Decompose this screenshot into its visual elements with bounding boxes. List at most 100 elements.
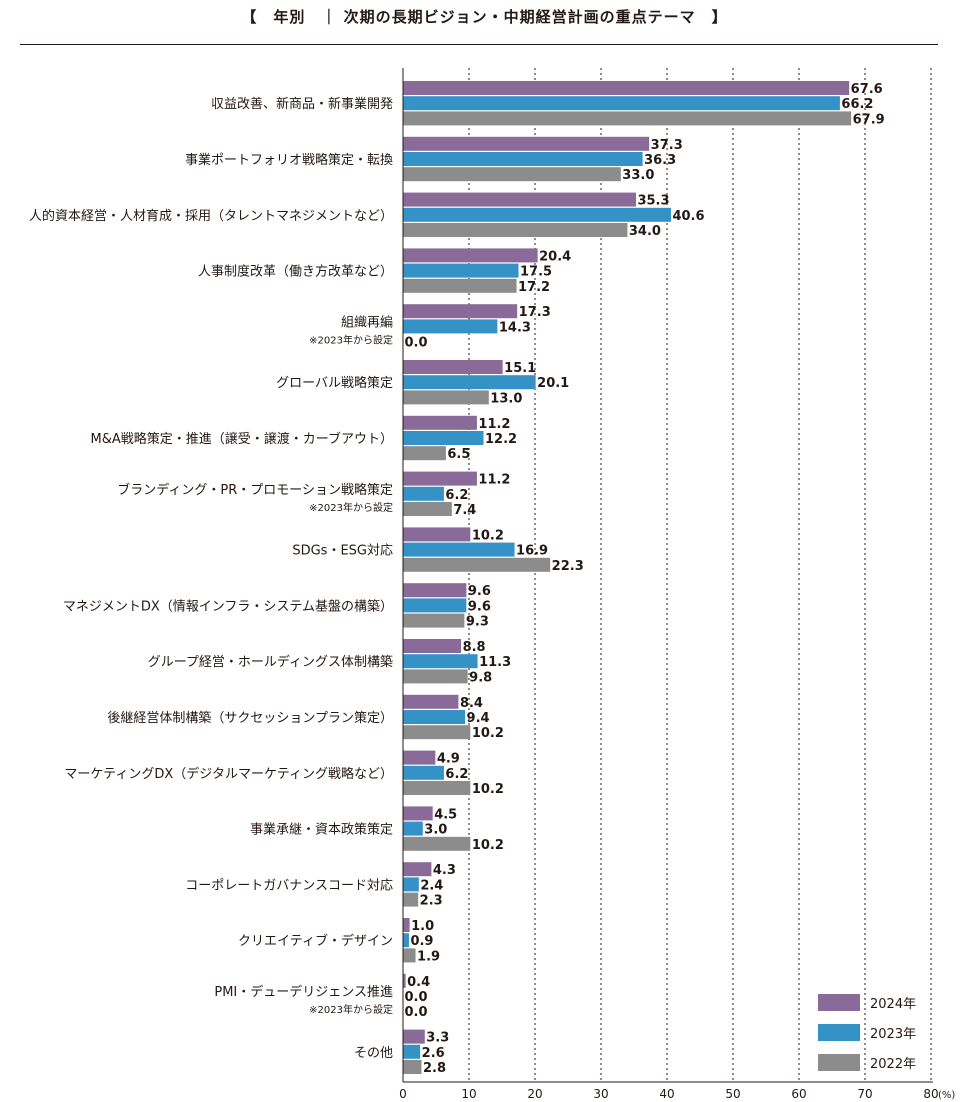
data-label: 8.8: [463, 640, 486, 655]
data-label: 17.5: [520, 265, 552, 280]
data-label: 6.2: [445, 767, 468, 782]
legend-label: 2023年: [870, 1027, 916, 1042]
bar-2024年-8: [403, 527, 471, 542]
x-tick-label: 30: [593, 1087, 608, 1101]
bar-2024年-6: [403, 415, 477, 430]
data-label: 9.8: [469, 670, 492, 685]
bar-2024年-0: [403, 81, 850, 95]
data-label: 7.4: [453, 503, 476, 518]
category-note: ※2023年から設定: [309, 1003, 393, 1016]
bar-2024年-16: [403, 973, 406, 988]
data-label: 9.6: [468, 584, 491, 599]
bar-2023年-14: [403, 877, 419, 892]
bar-2022年-5: [403, 390, 489, 405]
bar-2022年-9: [403, 613, 465, 628]
data-label: 11.3: [479, 655, 511, 670]
x-tick-label: 40: [659, 1087, 674, 1101]
bar-2022年-15: [403, 948, 416, 963]
data-label: 20.1: [537, 376, 569, 391]
category-label: PMI・デューデリジェンス推進: [214, 984, 393, 1000]
data-label: 6.2: [445, 488, 468, 503]
data-label: 2.4: [420, 878, 443, 893]
bar-2022年-2: [403, 223, 628, 237]
data-label: 67.6: [851, 82, 883, 97]
category-label: 事業ポートフォリオ戦略策定・転換: [185, 152, 393, 168]
data-label: 2.6: [422, 1046, 445, 1061]
category-note: ※2023年から設定: [309, 333, 393, 346]
data-label: 66.2: [841, 97, 873, 112]
bar-2023年-0: [403, 96, 840, 111]
bar-2024年-7: [403, 471, 477, 486]
x-tick-label: 50: [725, 1087, 740, 1101]
data-label: 2.3: [420, 894, 443, 909]
data-label: 12.2: [485, 432, 517, 447]
category-label: コーポレートガバナンスコード対応: [185, 878, 393, 893]
bar-2023年-8: [403, 542, 515, 557]
bar-2023年-5: [403, 375, 536, 390]
category-label: マーケティングDX（デジタルマーケティング戦略など）: [64, 766, 393, 782]
data-label: 67.9: [853, 112, 885, 127]
bar-2023年-11: [403, 710, 466, 724]
data-label: 3.3: [426, 1031, 449, 1046]
bar-2022年-12: [403, 781, 471, 795]
bar-2022年-17: [403, 1060, 422, 1074]
bar-2024年-10: [403, 639, 462, 653]
legend-label: 2024年: [870, 997, 916, 1012]
bar-2022年-6: [403, 446, 446, 461]
data-label: 22.3: [552, 559, 584, 574]
data-label: 11.2: [478, 473, 510, 488]
data-label: 14.3: [499, 320, 531, 335]
data-label: 6.5: [447, 447, 470, 462]
category-note: ※2023年から設定: [309, 501, 393, 514]
bar-2023年-17: [403, 1044, 421, 1059]
data-label: 0.9: [410, 934, 433, 949]
data-label: 17.2: [518, 280, 550, 295]
bar-2023年-4: [403, 319, 498, 334]
data-label: 17.3: [519, 305, 551, 320]
data-label: 8.4: [460, 696, 483, 711]
bar-2022年-8: [403, 557, 551, 572]
legend-label: 2022年: [870, 1057, 916, 1072]
bar-2023年-7: [403, 486, 444, 501]
data-label: 35.3: [637, 194, 669, 209]
data-label: 33.0: [622, 168, 654, 183]
data-label: 11.2: [478, 417, 510, 432]
data-label: 37.3: [651, 138, 683, 153]
category-label: 事業承継・資本政策策定: [250, 822, 393, 838]
bar-2024年-2: [403, 192, 636, 207]
data-label: 4.3: [433, 863, 456, 878]
bar-2022年-13: [403, 836, 471, 851]
data-label: 10.2: [472, 838, 504, 853]
bar-2023年-15: [403, 933, 409, 948]
bar-2022年-10: [403, 669, 468, 684]
bar-2023年-6: [403, 431, 484, 445]
data-label: 10.2: [472, 528, 504, 543]
title-divider: [20, 44, 938, 45]
bar-2024年-3: [403, 248, 538, 263]
bar-2023年-2: [403, 207, 671, 222]
bar-2024年-17: [403, 1029, 425, 1044]
data-label: 36.3: [644, 153, 676, 168]
x-unit-label: (%): [938, 1090, 955, 1101]
category-label: 後継経営体制構築（サクセッションプラン策定）: [107, 710, 393, 726]
data-label: 13.0: [490, 391, 522, 406]
bar-2024年-13: [403, 806, 433, 821]
data-label: 20.4: [539, 249, 571, 264]
chart-title: 【 年別 ｜ 次期の長期ビジョン・中期経営計画の重点テーマ 】: [241, 8, 728, 26]
bar-2022年-1: [403, 167, 621, 182]
data-label: 1.9: [417, 949, 440, 964]
category-label: グローバル戦略策定: [276, 375, 393, 391]
data-label: 4.5: [434, 807, 457, 822]
bar-2022年-7: [403, 502, 452, 516]
data-label: 9.6: [468, 599, 491, 614]
data-label: 16.9: [516, 544, 548, 559]
category-label: 収益改善、新商品・新事業開発: [211, 96, 393, 112]
data-label: 3.0: [424, 823, 447, 838]
bar-2022年-0: [403, 111, 852, 126]
data-label: 0.0: [405, 990, 428, 1005]
category-label: 人的資本経営・人材育成・採用（タレントマネジメントなど）: [29, 208, 393, 224]
data-label: 40.6: [672, 209, 704, 224]
category-label: ブランディング・PR・プロモーション戦略策定: [117, 482, 393, 498]
bar-2024年-11: [403, 694, 459, 709]
